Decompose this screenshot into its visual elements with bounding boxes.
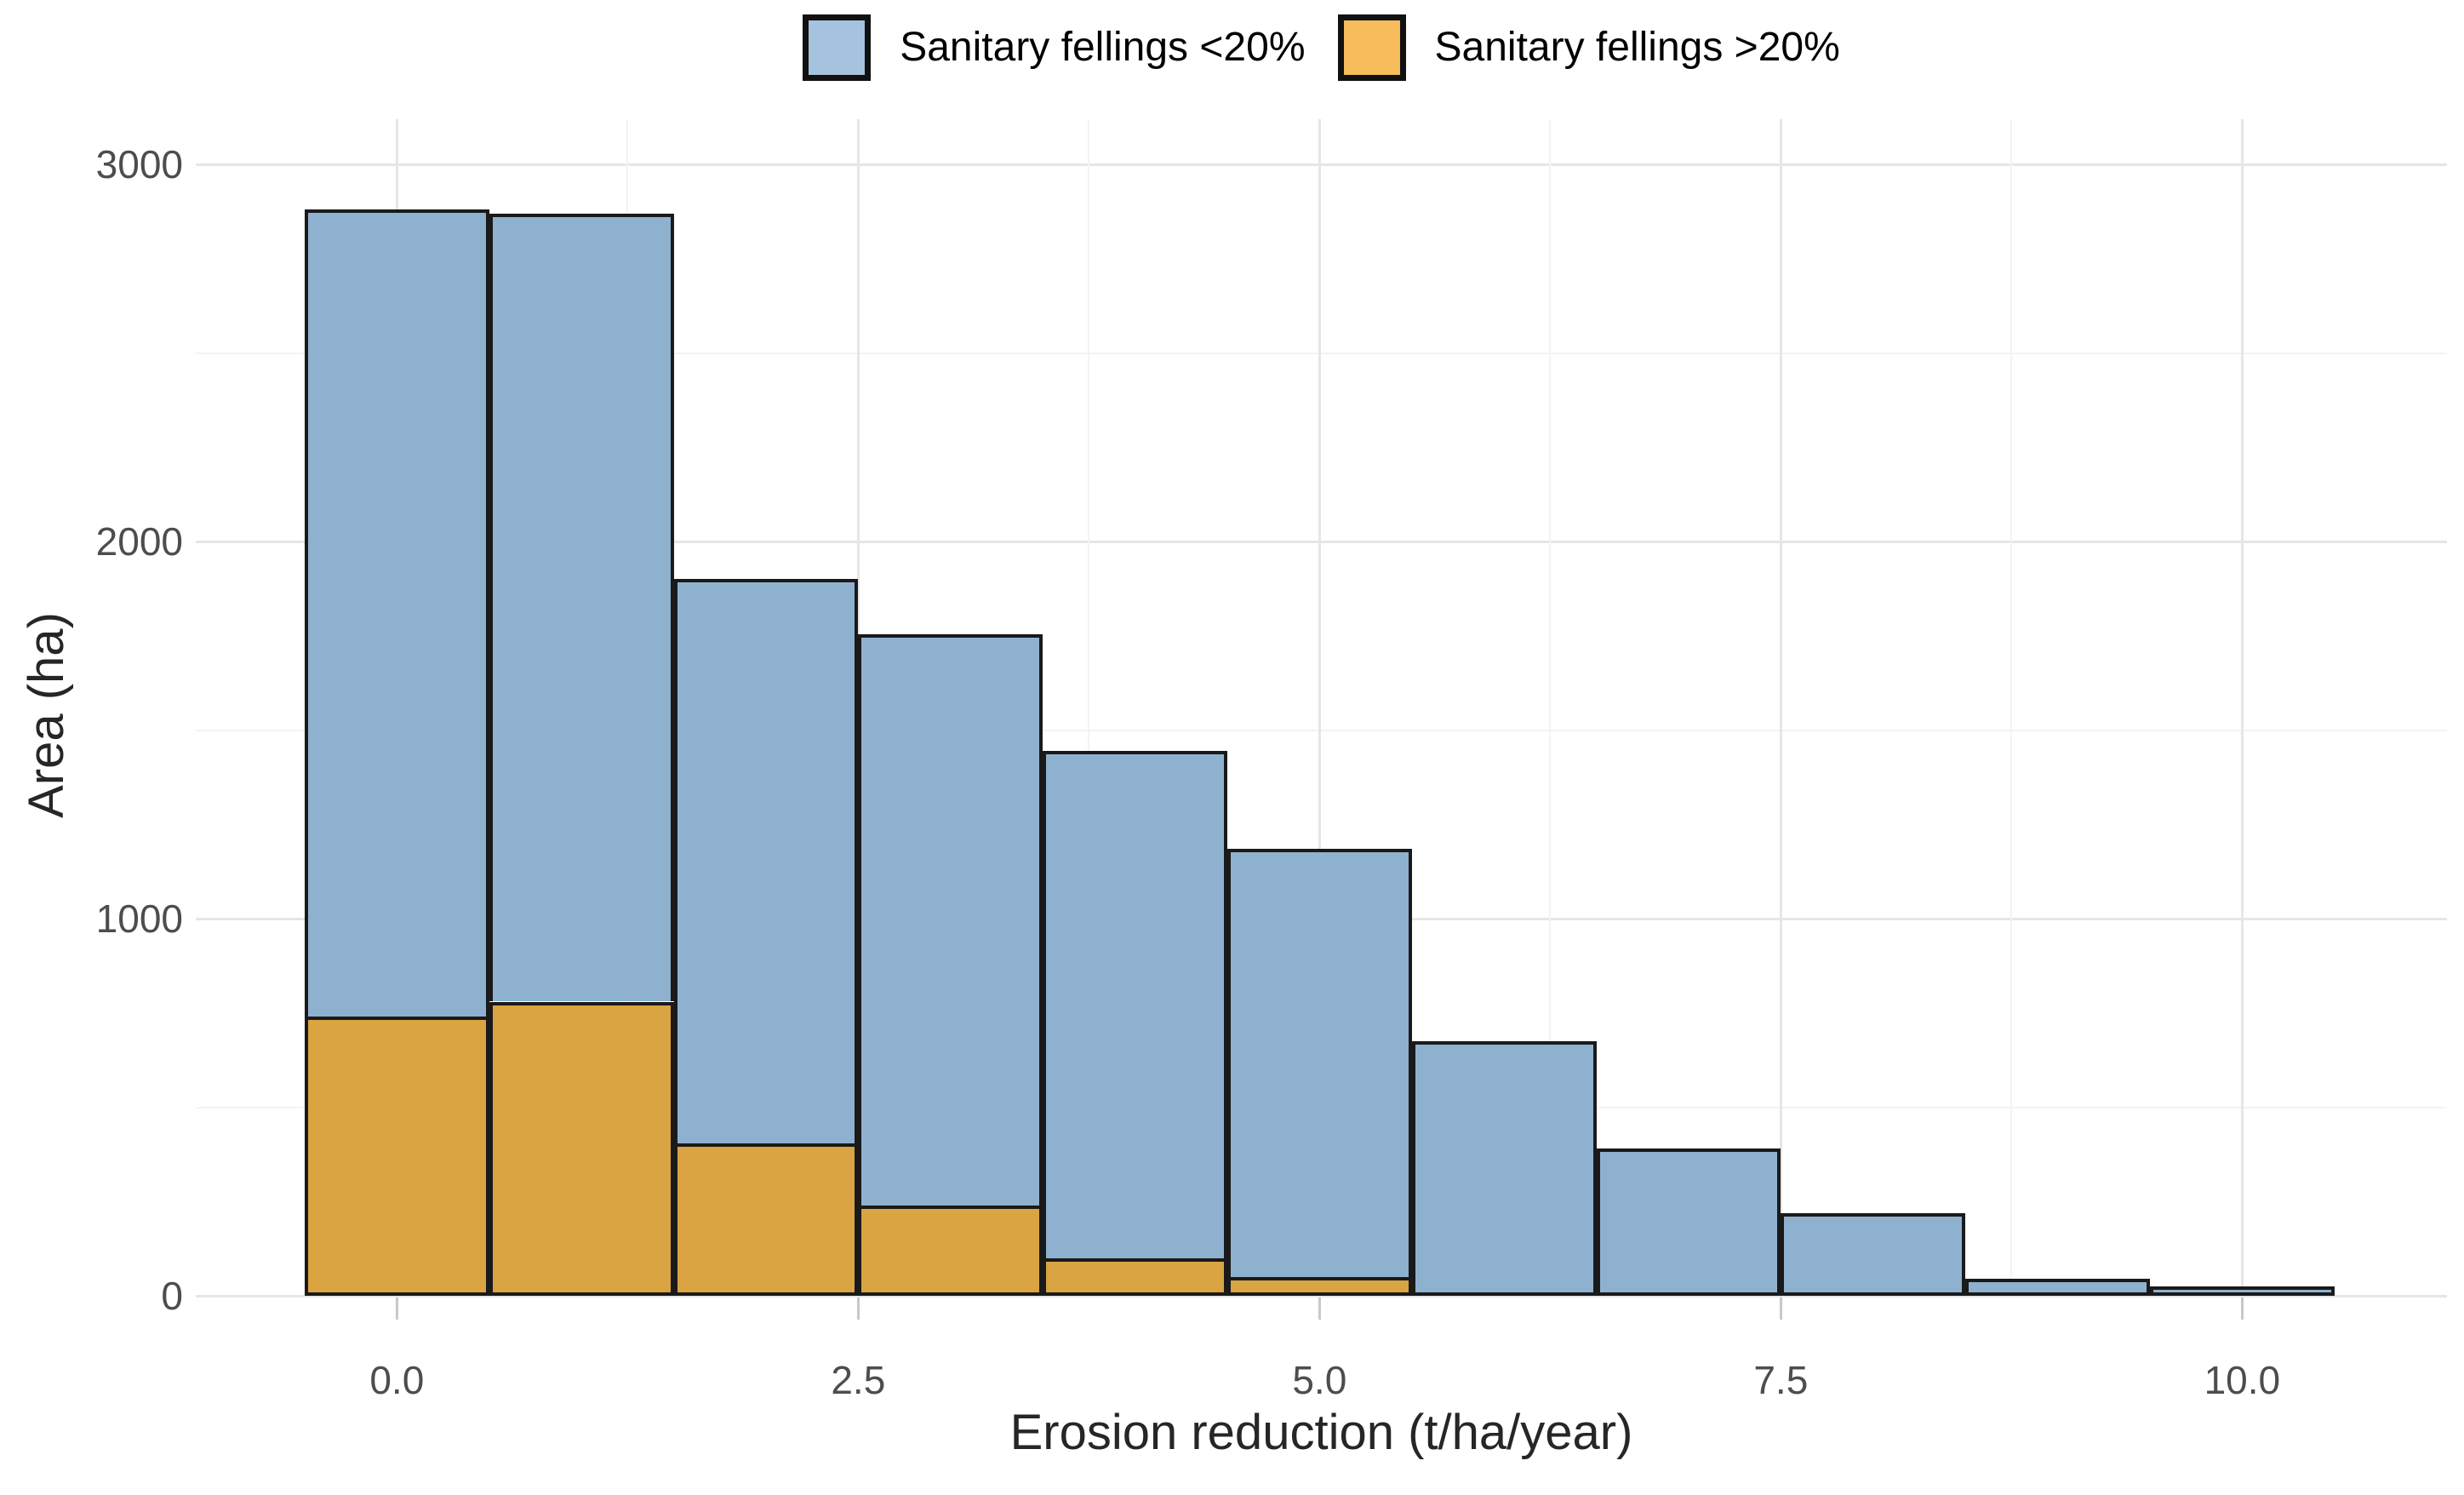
gridline-x-minor-6.25: [1549, 119, 1552, 1296]
y-tick-label-2000: 2000: [95, 519, 183, 564]
bar-segment-blue-bin5: [1226, 849, 1412, 1277]
plot-panel: [196, 119, 2447, 1297]
legend-label-orange: Sanitary fellings >20%: [1434, 25, 1840, 70]
bar-segment-orange-bin1: [489, 1001, 674, 1296]
bar-segment-blue-bin2: [673, 579, 859, 1143]
x-axis-title: Erosion reduction (t/ha/year): [1009, 1405, 1633, 1460]
bar-segment-blue-bin9: [1965, 1279, 2150, 1296]
legend-label-blue: Sanitary fellings <20%: [900, 25, 1306, 70]
bar-segment-blue-bin1: [489, 213, 674, 1002]
y-tick-label-0: 0: [161, 1274, 183, 1318]
bar-segment-orange-bin0: [304, 1017, 489, 1296]
y-tick-label-3000: 3000: [95, 142, 183, 187]
legend-item-blue: Sanitary fellings <20%: [803, 14, 1306, 81]
bar-segment-orange-bin5: [1226, 1276, 1412, 1296]
y-tick-label-1000: 1000: [95, 896, 183, 942]
bar-segment-orange-bin2: [673, 1143, 859, 1296]
bar-segment-blue-bin6: [1411, 1041, 1597, 1296]
legend: Sanitary fellings <20% Sanitary fellings…: [196, 7, 2447, 89]
gridline-x-minor-8.75: [2010, 119, 2013, 1296]
x-tick-mark-10.0: [2240, 1297, 2244, 1320]
gridline-x-10: [2240, 119, 2244, 1296]
gridline-y-minor-1500: [196, 729, 2447, 731]
x-tick-label-2.5: 2.5: [831, 1358, 886, 1402]
bar-segment-blue-bin10: [2149, 1286, 2335, 1296]
y-axis-title: Area (ha): [19, 612, 74, 818]
legend-key-blue-swatch: [803, 14, 872, 81]
bar-segment-blue-bin3: [858, 633, 1043, 1206]
x-tick-label-7.5: 7.5: [1753, 1358, 1809, 1402]
gridline-x-7.5: [1779, 119, 1782, 1296]
x-tick-mark-2.5: [856, 1297, 860, 1320]
gridline-y-minor-2500: [196, 352, 2447, 354]
bar-segment-orange-bin4: [1043, 1257, 1227, 1296]
gridline-y-0: [196, 1294, 2447, 1297]
bar-segment-blue-bin7: [1596, 1148, 1781, 1296]
bar-segment-orange-bin3: [858, 1205, 1043, 1296]
x-tick-mark-5.0: [1318, 1297, 1321, 1320]
bar-segment-blue-bin0: [304, 209, 489, 1017]
gridline-x-5: [1318, 119, 1321, 1296]
legend-key-orange-swatch: [1337, 14, 1406, 81]
x-tick-label-0.0: 0.0: [369, 1358, 425, 1402]
gridline-y-3000: [196, 163, 2447, 166]
bar-segment-blue-bin8: [1781, 1212, 1966, 1296]
gridline-y-2000: [196, 540, 2447, 543]
legend-item-orange: Sanitary fellings >20%: [1337, 14, 1840, 81]
x-tick-label-10.0: 10.0: [2204, 1358, 2281, 1402]
x-tick-mark-0.0: [395, 1297, 398, 1320]
bar-segment-blue-bin4: [1043, 750, 1227, 1258]
x-tick-label-5.0: 5.0: [1292, 1358, 1347, 1402]
gridline-x-minor-3.75: [1088, 119, 1090, 1296]
x-tick-mark-7.5: [1779, 1297, 1782, 1320]
